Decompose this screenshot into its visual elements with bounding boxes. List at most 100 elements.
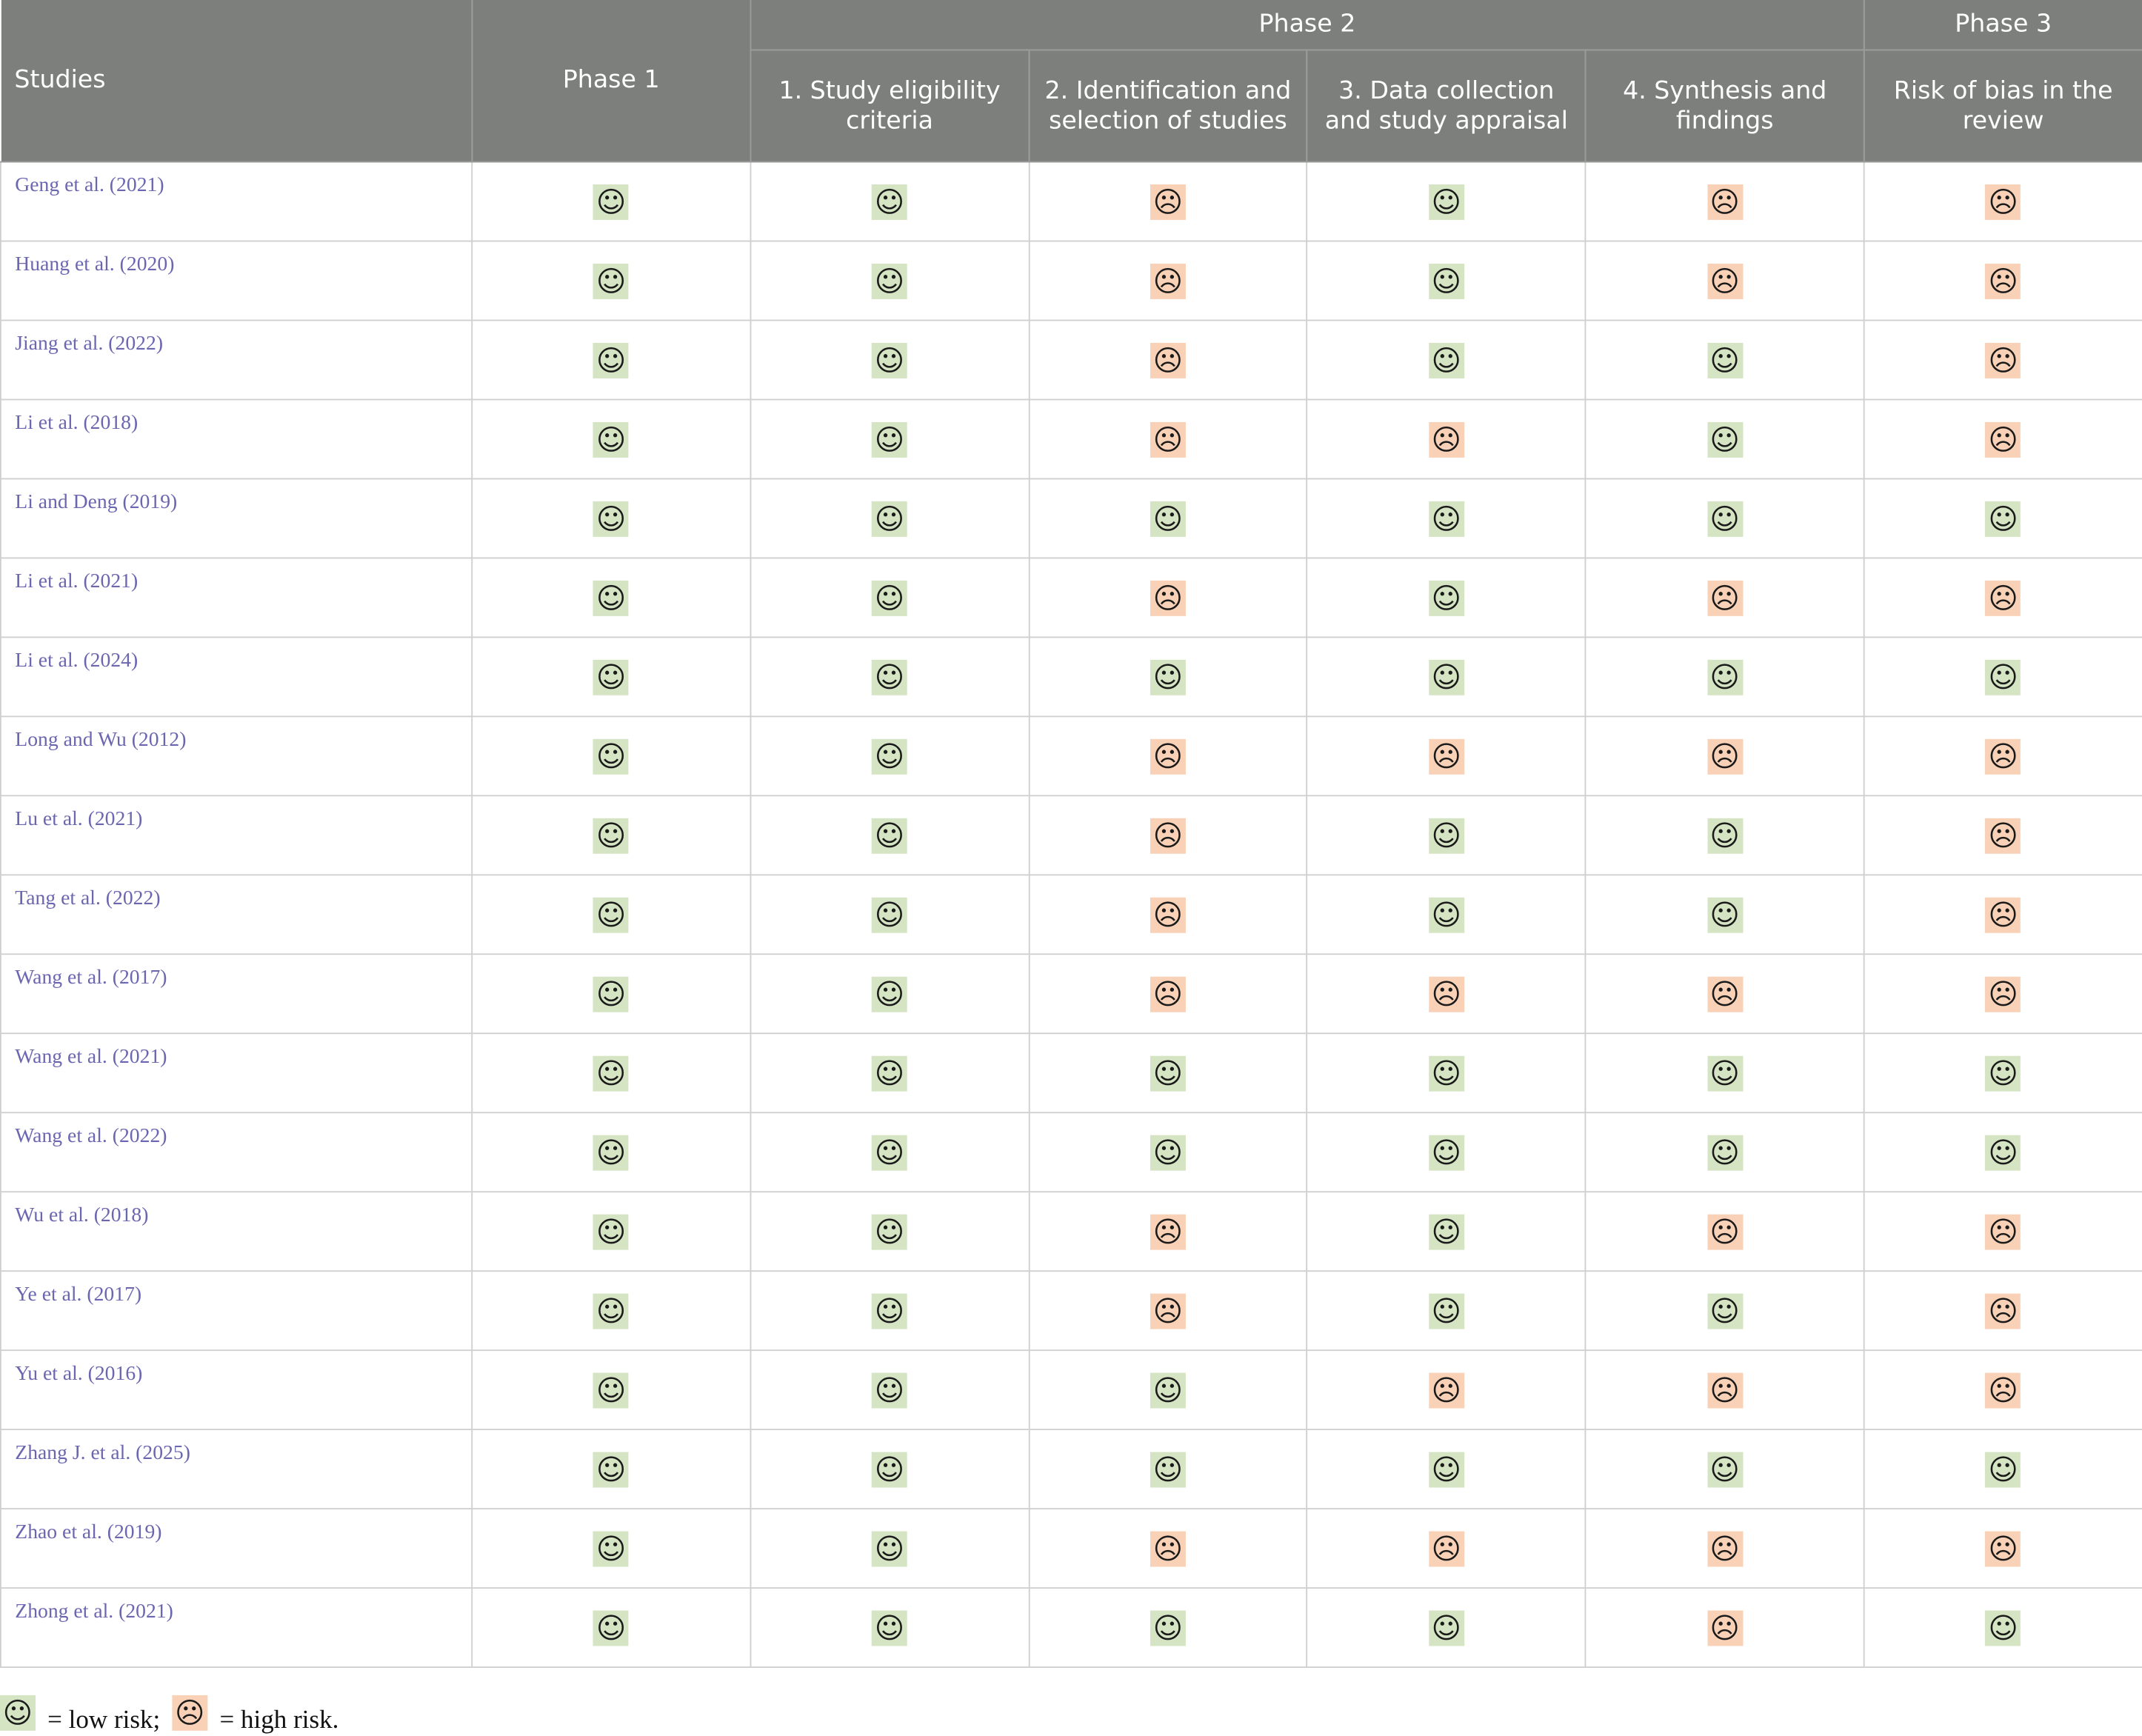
table-row: Li et al. (2021) ☺ ☺ ☹ ☺ ☹ ☹ [0, 558, 2142, 638]
rating-cell: ☹ [1864, 241, 2142, 321]
study-name-link[interactable]: Jiang et al. (2022) [0, 320, 473, 401]
rating-cell: ☺ [750, 399, 1030, 480]
study-name-link[interactable]: Wang et al. (2022) [0, 1112, 473, 1193]
frowny-icon: ☹ [1150, 817, 1186, 853]
study-name-link[interactable]: Long and Wu (2012) [0, 716, 473, 797]
rating-cell: ☹ [1307, 716, 1587, 797]
rating-cell: ☹ [1864, 1509, 2142, 1589]
study-name-link[interactable]: Huang et al. (2020) [0, 241, 473, 321]
smiley-icon: ☺ [1428, 1213, 1464, 1249]
rating-cell: ☹ [1307, 1350, 1587, 1431]
smiley-icon: ☺ [872, 263, 908, 298]
study-name-link[interactable]: Zhao et al. (2019) [0, 1509, 473, 1589]
rating-cell: ☺ [472, 637, 752, 718]
rating-cell: ☹ [1028, 954, 1308, 1035]
table-row: Ye et al. (2017) ☺ ☺ ☹ ☺ ☺ ☹ [0, 1271, 2142, 1352]
rating-cell: ☹ [1028, 1271, 1308, 1352]
rating-cell: ☹ [1864, 1350, 2142, 1431]
rating-cell: ☺ [472, 1350, 752, 1431]
smiley-icon: ☺ [1150, 658, 1186, 695]
smiley-icon: ☺ [1706, 817, 1743, 853]
smiley-icon: ☺ [1150, 1451, 1186, 1487]
rating-cell: ☺ [472, 320, 752, 401]
smiley-icon: ☺ [1428, 1292, 1464, 1329]
smiley-icon: ☺ [872, 658, 908, 695]
smiley-icon: ☺ [872, 1451, 908, 1487]
smiley-icon: ☺ [0, 1695, 36, 1731]
study-name-link[interactable]: Wang et al. (2017) [0, 954, 473, 1035]
smiley-icon: ☺ [1428, 342, 1464, 378]
study-name-link[interactable]: Li et al. (2018) [0, 399, 473, 480]
smiley-icon: ☺ [1428, 263, 1464, 298]
smiley-icon: ☺ [872, 817, 908, 853]
study-name-link[interactable]: Li et al. (2024) [0, 637, 473, 718]
smiley-icon: ☺ [593, 1451, 630, 1487]
smiley-icon: ☺ [593, 738, 630, 774]
rating-cell: ☺ [1028, 478, 1308, 559]
smiley-icon: ☺ [1985, 1609, 2021, 1646]
frowny-icon: ☹ [1150, 975, 1186, 1012]
frowny-icon: ☹ [1150, 1292, 1186, 1329]
table-row: Tang et al. (2022) ☺ ☺ ☹ ☺ ☺ ☹ [0, 875, 2142, 955]
rating-cell: ☺ [1585, 875, 1865, 955]
study-name-link[interactable]: Wu et al. (2018) [0, 1192, 473, 1272]
study-name-link[interactable]: Ye et al. (2017) [0, 1271, 473, 1352]
study-name-link[interactable]: Zhong et al. (2021) [0, 1588, 473, 1669]
header-phase-2: Phase 2 [750, 0, 1865, 51]
study-name-link[interactable]: Yu et al. (2016) [0, 1350, 473, 1431]
rating-cell: ☹ [1028, 1509, 1308, 1589]
frowny-icon: ☹ [172, 1695, 208, 1731]
smiley-icon: ☺ [872, 1134, 908, 1170]
risk-of-bias-table: Studies Phase 1 Phase 2 Phase 3 1. Study… [0, 0, 2142, 1669]
rating-cell: ☺ [1864, 1033, 2142, 1114]
header-studies: Studies [0, 0, 473, 163]
frowny-icon: ☹ [1150, 421, 1186, 457]
rating-cell: ☺ [1585, 1271, 1865, 1352]
rating-cell: ☺ [1307, 1271, 1587, 1352]
rating-cell: ☹ [1028, 875, 1308, 955]
rating-cell: ☺ [472, 1429, 752, 1510]
study-name-link[interactable]: Geng et al. (2021) [0, 161, 473, 242]
smiley-icon: ☺ [593, 1530, 630, 1566]
frowny-icon: ☹ [1985, 1372, 2021, 1408]
table-body: Geng et al. (2021) ☺ ☺ ☹ ☺ ☹ ☹ Huang et al. (20… [0, 161, 2142, 1669]
smiley-icon: ☺ [1706, 1292, 1743, 1329]
study-name-link[interactable]: Lu et al. (2021) [0, 795, 473, 876]
rating-cell: ☺ [750, 1112, 1030, 1193]
frowny-icon: ☹ [1706, 738, 1743, 774]
rating-cell: ☺ [472, 1112, 752, 1193]
rating-cell: ☹ [1585, 558, 1865, 638]
study-name-link[interactable]: Li and Deng (2019) [0, 478, 473, 559]
rating-cell: ☹ [1585, 1350, 1865, 1431]
rating-cell: ☺ [750, 478, 1030, 559]
rating-cell: ☺ [1864, 478, 2142, 559]
study-name-link[interactable]: Li et al. (2021) [0, 558, 473, 638]
rating-cell: ☺ [1307, 1112, 1587, 1193]
rating-cell: ☹ [1585, 241, 1865, 321]
study-name-link[interactable]: Tang et al. (2022) [0, 875, 473, 955]
rating-cell: ☹ [1585, 1588, 1865, 1669]
smiley-icon: ☺ [1706, 896, 1743, 932]
legend-high-text: = high risk. [219, 1706, 339, 1735]
smiley-icon: ☺ [593, 1055, 630, 1091]
rating-cell: ☺ [472, 1192, 752, 1272]
frowny-icon: ☹ [1150, 579, 1186, 615]
table-row: Li et al. (2024) ☺ ☺ ☺ ☺ ☺ ☺ [0, 637, 2142, 718]
table-row: Lu et al. (2021) ☺ ☺ ☹ ☺ ☺ ☹ [0, 795, 2142, 876]
rating-cell: ☺ [750, 637, 1030, 718]
rating-cell: ☹ [1028, 320, 1308, 401]
frowny-icon: ☹ [1428, 1372, 1464, 1408]
header-phase-3: Phase 3 [1864, 0, 2142, 51]
rating-cell: ☺ [1028, 1588, 1308, 1669]
smiley-icon: ☺ [593, 1609, 630, 1646]
frowny-icon: ☹ [1706, 975, 1743, 1012]
table-row: Zhong et al. (2021) ☺ ☺ ☺ ☺ ☹ ☺ [0, 1588, 2142, 1669]
rating-cell: ☺ [1307, 241, 1587, 321]
rating-cell: ☺ [1864, 1429, 2142, 1510]
study-name-link[interactable]: Wang et al. (2021) [0, 1033, 473, 1114]
smiley-icon: ☺ [1428, 500, 1464, 536]
rating-cell: ☺ [750, 795, 1030, 876]
rating-cell: ☺ [1307, 1033, 1587, 1114]
rating-cell: ☺ [750, 1350, 1030, 1431]
study-name-link[interactable]: Zhang J. et al. (2025) [0, 1429, 473, 1510]
